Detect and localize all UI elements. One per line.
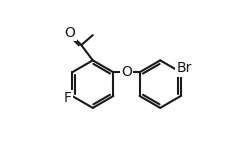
Text: Br: Br — [175, 61, 191, 75]
Text: O: O — [65, 26, 75, 40]
Text: F: F — [64, 91, 72, 105]
Text: O: O — [121, 65, 131, 79]
